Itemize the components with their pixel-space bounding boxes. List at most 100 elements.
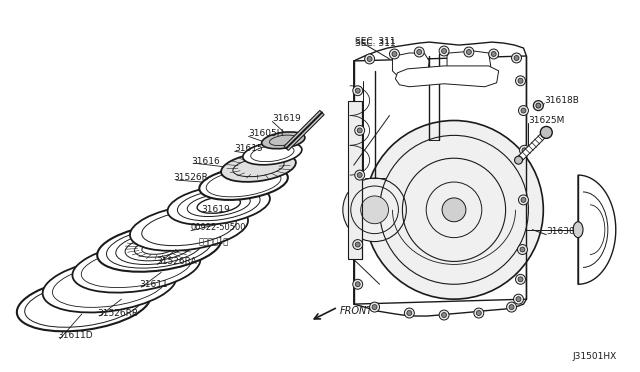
Circle shape xyxy=(533,101,543,110)
Text: 31618B: 31618B xyxy=(544,96,579,105)
Circle shape xyxy=(492,51,496,57)
Polygon shape xyxy=(284,110,324,150)
Ellipse shape xyxy=(81,247,191,288)
Circle shape xyxy=(536,103,541,108)
Circle shape xyxy=(518,78,523,83)
Circle shape xyxy=(507,302,516,312)
Ellipse shape xyxy=(269,135,297,145)
Circle shape xyxy=(355,125,365,135)
Ellipse shape xyxy=(97,223,221,272)
Circle shape xyxy=(353,279,363,289)
Circle shape xyxy=(353,240,363,250)
Text: 31611: 31611 xyxy=(140,280,168,289)
Circle shape xyxy=(516,296,521,302)
Circle shape xyxy=(516,274,525,284)
Circle shape xyxy=(355,170,365,180)
Ellipse shape xyxy=(130,205,248,251)
Circle shape xyxy=(518,106,529,116)
Ellipse shape xyxy=(365,121,543,299)
Text: SEC. 311: SEC. 311 xyxy=(355,39,396,48)
Text: 31526RA: 31526RA xyxy=(156,257,197,266)
Ellipse shape xyxy=(177,189,260,221)
Ellipse shape xyxy=(134,238,184,257)
Ellipse shape xyxy=(106,227,212,268)
Polygon shape xyxy=(578,175,616,284)
Ellipse shape xyxy=(361,196,388,224)
Ellipse shape xyxy=(262,132,305,149)
Circle shape xyxy=(355,282,360,287)
Circle shape xyxy=(489,49,499,59)
Text: 31526RB: 31526RB xyxy=(98,308,139,318)
Circle shape xyxy=(357,173,362,177)
Circle shape xyxy=(414,47,424,57)
Circle shape xyxy=(439,310,449,320)
Circle shape xyxy=(476,311,481,315)
Circle shape xyxy=(521,198,526,202)
Polygon shape xyxy=(396,66,499,87)
Text: 31526R: 31526R xyxy=(173,173,208,182)
Text: FRONT: FRONT xyxy=(340,306,373,316)
Circle shape xyxy=(417,49,422,54)
Ellipse shape xyxy=(125,234,193,261)
Text: 31605H: 31605H xyxy=(248,129,284,138)
Circle shape xyxy=(474,308,484,318)
Circle shape xyxy=(372,305,377,310)
Circle shape xyxy=(518,195,529,205)
Circle shape xyxy=(467,49,472,54)
Circle shape xyxy=(390,49,399,59)
Circle shape xyxy=(357,128,362,133)
Circle shape xyxy=(511,53,522,63)
Text: SEC. 311: SEC. 311 xyxy=(355,36,396,46)
Circle shape xyxy=(442,48,447,54)
Text: J31501HX: J31501HX xyxy=(572,352,616,361)
Ellipse shape xyxy=(199,166,288,200)
Text: 31619: 31619 xyxy=(273,114,301,123)
Circle shape xyxy=(392,51,397,57)
Text: 31615: 31615 xyxy=(235,144,264,153)
Circle shape xyxy=(522,148,527,153)
Circle shape xyxy=(515,156,522,164)
Ellipse shape xyxy=(188,193,250,217)
Text: 31611D: 31611D xyxy=(57,331,93,340)
Polygon shape xyxy=(348,101,362,259)
Text: 31616: 31616 xyxy=(191,157,220,166)
Ellipse shape xyxy=(442,198,466,222)
Ellipse shape xyxy=(197,196,241,213)
Circle shape xyxy=(518,277,523,282)
Ellipse shape xyxy=(168,185,270,225)
Circle shape xyxy=(365,54,374,64)
Circle shape xyxy=(370,302,380,312)
Ellipse shape xyxy=(343,178,406,241)
Circle shape xyxy=(513,294,524,304)
Circle shape xyxy=(464,47,474,57)
Ellipse shape xyxy=(251,145,294,162)
Ellipse shape xyxy=(233,158,284,177)
Circle shape xyxy=(518,244,527,254)
Circle shape xyxy=(514,55,519,60)
Text: 31625M: 31625M xyxy=(529,116,565,125)
Ellipse shape xyxy=(52,263,166,307)
Ellipse shape xyxy=(206,169,281,197)
Circle shape xyxy=(509,305,514,310)
Polygon shape xyxy=(447,51,491,83)
Circle shape xyxy=(355,88,360,93)
Circle shape xyxy=(355,242,360,247)
Ellipse shape xyxy=(141,210,236,246)
Circle shape xyxy=(404,308,414,318)
Ellipse shape xyxy=(25,281,143,327)
Text: リング（1）: リング（1） xyxy=(199,236,229,245)
Circle shape xyxy=(367,57,372,61)
Ellipse shape xyxy=(72,242,200,293)
Circle shape xyxy=(442,312,447,318)
Polygon shape xyxy=(516,130,548,162)
Ellipse shape xyxy=(17,277,150,331)
Circle shape xyxy=(520,247,525,252)
Text: 31630: 31630 xyxy=(547,227,575,236)
Ellipse shape xyxy=(221,153,296,182)
Circle shape xyxy=(353,86,363,96)
Polygon shape xyxy=(354,42,527,316)
Circle shape xyxy=(521,108,526,113)
Ellipse shape xyxy=(43,258,177,312)
Ellipse shape xyxy=(116,231,203,264)
Circle shape xyxy=(520,145,529,155)
